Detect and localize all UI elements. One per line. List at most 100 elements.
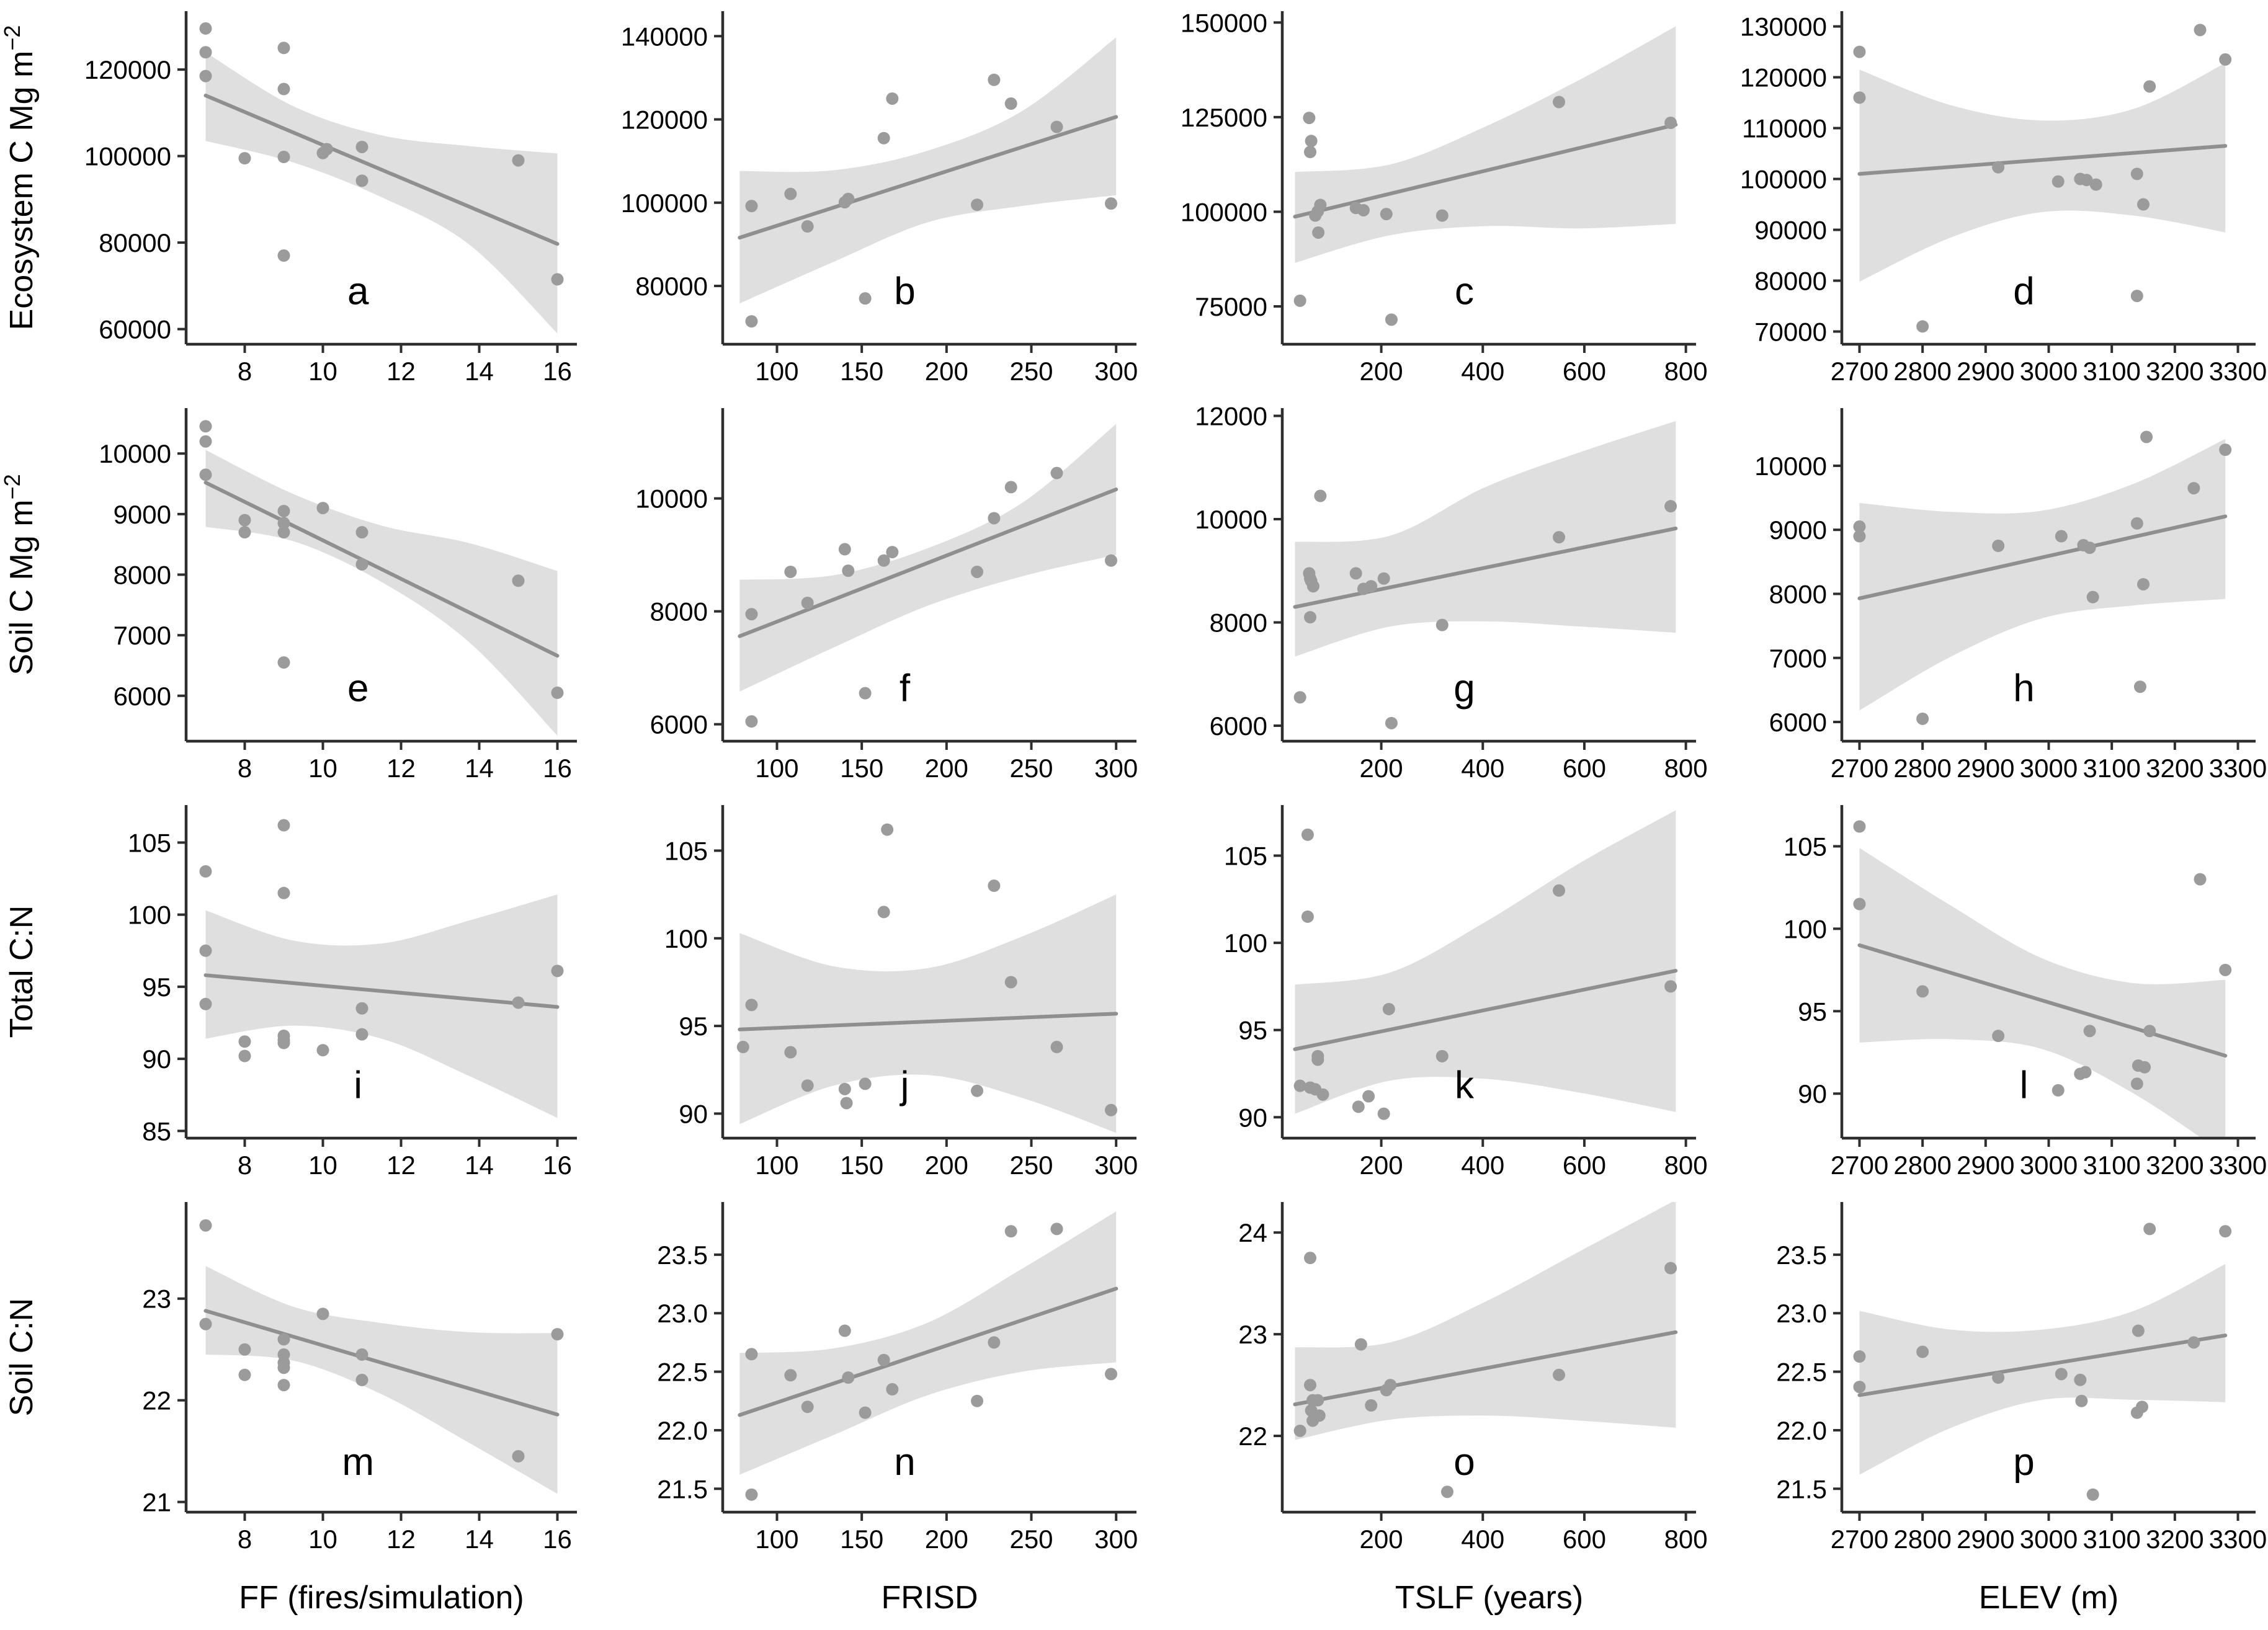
x-tick-label: 250 [1009, 754, 1053, 783]
data-point [199, 420, 212, 433]
data-point [1440, 1485, 1453, 1499]
data-point [355, 1002, 368, 1015]
data-points [1293, 1252, 1677, 1499]
data-point [1853, 530, 1866, 543]
regression-line [203, 973, 560, 1009]
y-tick-label: 22.0 [1776, 1416, 1827, 1445]
data-point [2187, 482, 2200, 495]
y-axis-title: Ecosystem C Mg m−2 [0, 25, 40, 331]
y-tick-label: 95 [679, 1012, 708, 1041]
data-point [1304, 1379, 1317, 1392]
data-points [1293, 96, 1677, 326]
x-tick-label: 16 [543, 1151, 572, 1180]
axes: 100 150 200 250 300 80000 100000 120000 140000 [621, 11, 1138, 386]
data-point [1916, 320, 1929, 333]
panel-letter: o [1453, 1441, 1475, 1484]
data-point [277, 517, 290, 530]
data-point [1004, 1225, 1017, 1238]
data-point [745, 315, 758, 328]
y-tick-label: 6000 [650, 710, 708, 739]
y-tick-label: 95 [1238, 1016, 1267, 1045]
confidence-band [1295, 26, 1676, 263]
panel-c-ecosystem-c-vs-tslf: 200 400 600 800 75000 100000 125000 150000 c [1149, 0, 1708, 397]
data-point [971, 1394, 984, 1407]
y-tick-label: 23.0 [657, 1299, 708, 1328]
confidence-band [1859, 439, 2226, 711]
data-points [745, 466, 1117, 728]
regression-line [1857, 1334, 2228, 1397]
regression-line [738, 115, 1118, 240]
panel-d-ecosystem-c-vs-elev: 2700 2800 2900 3000 3100 3200 3300 70000 80000 90… [1708, 0, 2268, 397]
data-point [1362, 1090, 1375, 1103]
panel-l-total-cn-vs-elev: 2700 2800 2900 3000 3100 3200 3300 90 95 100 105 l [1708, 794, 2268, 1191]
data-point [238, 526, 251, 539]
data-point [238, 1368, 251, 1381]
panel-letter: j [900, 1064, 909, 1107]
y-tick-label: 22.5 [657, 1358, 708, 1387]
y-tick-label: 100000 [621, 189, 708, 218]
confidence-band [1295, 1202, 1676, 1440]
x-tick-label: 14 [465, 357, 494, 386]
y-tick-label: 10000 [635, 484, 708, 514]
x-tick-label: 3100 [2083, 754, 2140, 783]
panel-n-soil-cn-vs-frisd: 100 150 200 250 300 21.5 22.0 22.5 23.0 23.5 n FRIS… [589, 1191, 1149, 1630]
confidence-band [1859, 1264, 2226, 1475]
data-point [2137, 198, 2150, 211]
x-tick-label: 3200 [2146, 1525, 2203, 1554]
data-point [1306, 580, 1319, 593]
data-point [551, 686, 564, 699]
x-tick-label: 200 [925, 357, 968, 386]
data-point [736, 1041, 749, 1054]
data-point [277, 1379, 290, 1392]
data-point [2079, 1066, 2092, 1079]
x-tick-label: 600 [1563, 357, 1606, 386]
data-point [2138, 1061, 2151, 1074]
data-points [199, 1219, 564, 1463]
regression-line [1857, 144, 2228, 176]
confidence-band [205, 52, 558, 334]
y-tick-label: 120000 [621, 105, 708, 135]
data-point [2130, 517, 2143, 530]
x-tick-label: 3300 [2209, 1525, 2267, 1554]
data-point [1664, 1262, 1677, 1275]
data-points [1853, 24, 2232, 333]
panel-k-total-cn-vs-tslf: 200 400 600 800 90 95 100 105 k [1149, 794, 1708, 1191]
x-tick-label: 300 [1094, 1525, 1138, 1554]
data-points [199, 420, 564, 699]
data-point [1293, 691, 1306, 704]
y-tick-label: 90000 [1754, 216, 1827, 245]
data-point [1354, 1338, 1367, 1351]
data-point [859, 687, 872, 700]
data-point [745, 608, 758, 621]
data-point [199, 865, 212, 878]
panel-g-soil-c-vs-tslf: 200 400 600 800 6000 8000 10000 12000 g [1149, 397, 1708, 794]
x-tick-label: 3300 [2209, 1151, 2267, 1180]
panel-letter: p [2013, 1441, 2034, 1484]
data-point [1104, 1368, 1117, 1381]
data-point [277, 526, 290, 539]
data-point [2187, 1336, 2200, 1349]
data-point [199, 435, 212, 448]
y-tick-label: 90 [1238, 1103, 1267, 1132]
data-point [2130, 167, 2143, 180]
panel-letter: d [2013, 270, 2034, 313]
x-tick-label: 3100 [2083, 357, 2140, 386]
data-points [745, 73, 1117, 328]
y-tick-label: 80000 [99, 228, 171, 257]
y-tick-label: 60000 [99, 315, 171, 344]
x-tick-label: 10 [308, 1525, 337, 1554]
panel-letter: g [1453, 667, 1475, 710]
x-tick-label: 2700 [1831, 1151, 1888, 1180]
data-point [355, 174, 368, 187]
data-point [886, 546, 899, 559]
data-point [1435, 618, 1449, 631]
x-tick-label: 800 [1664, 1151, 1708, 1180]
data-point [2219, 963, 2232, 976]
x-tick-label: 16 [543, 1525, 572, 1554]
x-tick-label: 12 [386, 1525, 416, 1554]
confidence-band [1295, 421, 1676, 657]
data-point [1992, 161, 2005, 174]
data-point [199, 69, 212, 82]
data-point [1104, 197, 1117, 210]
y-tick-label: 22 [142, 1386, 171, 1415]
